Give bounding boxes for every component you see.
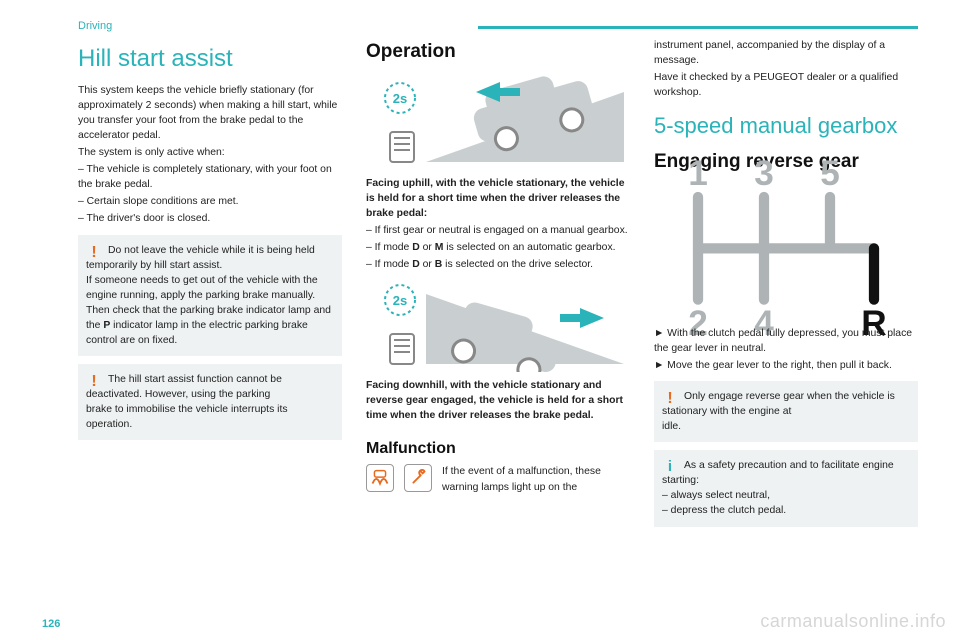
skid-warning-icon (366, 464, 394, 492)
malfunction-title: Malfunction (366, 437, 630, 460)
uphill-item: – If first gear or neutral is engaged on… (366, 223, 630, 238)
malfunction-row: If the event of a malfunction, these war… (366, 464, 630, 494)
malfunction-text: If the event of a malfunction, these war… (442, 464, 630, 494)
gearbox-title: 5-speed manual gearbox (654, 110, 918, 142)
timer-badge-label: 2s (393, 293, 407, 308)
malfunction-cont-2: Have it checked by a PEUGEOT dealer or a… (654, 70, 918, 100)
callout-item: – always select neutral, (662, 488, 910, 503)
page: Driving Hill start assist This system ke… (0, 0, 960, 640)
callout-item: – depress the clutch pedal. (662, 503, 910, 518)
malfunction-cont-1: instrument panel, accompanied by the dis… (654, 38, 918, 68)
column-3: instrument panel, accompanied by the dis… (654, 38, 918, 527)
callout-text: brake to immobilise the vehicle interrup… (86, 402, 334, 432)
uphill-illustration: 2s (366, 74, 630, 170)
active-lead: The system is only active when: (78, 145, 342, 160)
uphill-lead: Facing uphill, with the vehicle stationa… (366, 176, 630, 221)
callout-text: Do not leave the vehicle while it is bei… (86, 243, 334, 273)
downhill-illustration: 2s (366, 276, 630, 372)
gear-label-3: 3 (754, 155, 774, 194)
gear-label-1: 1 (688, 155, 708, 194)
gear-pattern-diagram: 1 3 5 2 4 R (654, 184, 918, 314)
downhill-text: Facing downhill, with the vehicle statio… (366, 378, 630, 423)
exclamation-icon: ! (86, 370, 102, 393)
columns: Hill start assist This system keeps the … (78, 38, 918, 527)
hill-start-intro: This system keeps the vehicle briefly st… (78, 83, 342, 143)
warning-callout-2: ! The hill start assist function cannot … (78, 364, 342, 440)
callout-text: Only engage reverse gear when the vehicl… (662, 389, 910, 419)
info-icon: i (662, 456, 678, 478)
page-number: 126 (42, 618, 60, 630)
callout-text: idle. (662, 419, 910, 434)
watermark: carmanualsonline.info (760, 611, 946, 632)
warning-callout-1: ! Do not leave the vehicle while it is b… (78, 235, 342, 357)
callout-text: As a safety precaution and to facilitate… (662, 458, 910, 488)
column-2: Operation (366, 38, 630, 527)
uphill-item: – If mode D or M is selected on an autom… (366, 240, 630, 255)
exclamation-icon: ! (662, 387, 678, 410)
safety-info-callout: i As a safety precaution and to facilita… (654, 450, 918, 526)
active-item: – Certain slope conditions are met. (78, 194, 342, 209)
hill-start-title: Hill start assist (78, 42, 342, 77)
operation-title: Operation (366, 38, 630, 66)
exclamation-icon: ! (86, 241, 102, 264)
column-1: Hill start assist This system keeps the … (78, 38, 342, 527)
callout-text: If someone needs to get out of the vehic… (86, 273, 334, 348)
gear-label-5: 5 (820, 155, 840, 194)
active-item: – The driver's door is closed. (78, 211, 342, 226)
timer-badge-label: 2s (393, 91, 407, 106)
reverse-warning-callout: ! Only engage reverse gear when the vehi… (654, 381, 918, 442)
uphill-item: – If mode D or B is selected on the driv… (366, 257, 630, 272)
header-rule (478, 26, 918, 29)
step-2: Move the gear lever to the right, then p… (654, 358, 918, 373)
callout-text: The hill start assist function cannot be… (86, 372, 334, 402)
wrench-warning-icon (404, 464, 432, 492)
active-item: – The vehicle is completely stationary, … (78, 162, 342, 192)
